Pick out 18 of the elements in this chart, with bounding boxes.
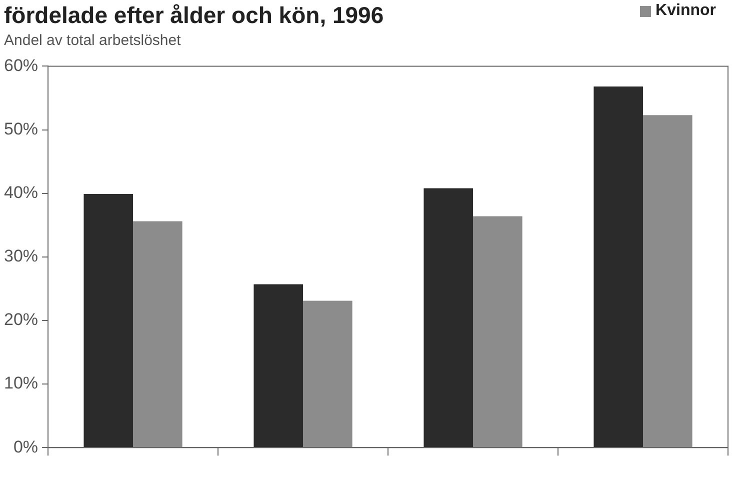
chart-title: fördelade efter ålder och kön, 1996 — [4, 1, 384, 30]
y-tick-label: 50% — [4, 119, 38, 138]
bar — [254, 284, 304, 448]
y-tick-label: 60% — [4, 56, 38, 75]
legend-label: Kvinnor — [656, 2, 716, 20]
y-tick-label: 30% — [4, 246, 38, 266]
bar — [303, 300, 352, 448]
y-tick-label: 10% — [4, 374, 38, 393]
y-tick-label: 40% — [4, 183, 38, 202]
bar — [133, 221, 182, 448]
bar — [424, 188, 474, 448]
chart-subtitle: Andel av total arbetslöshet — [4, 31, 182, 51]
bar — [473, 216, 522, 448]
y-tick-label: 20% — [4, 310, 38, 330]
bar — [84, 194, 134, 448]
bar — [594, 86, 644, 448]
bar — [643, 115, 692, 448]
y-tick-label: 0% — [13, 437, 38, 456]
